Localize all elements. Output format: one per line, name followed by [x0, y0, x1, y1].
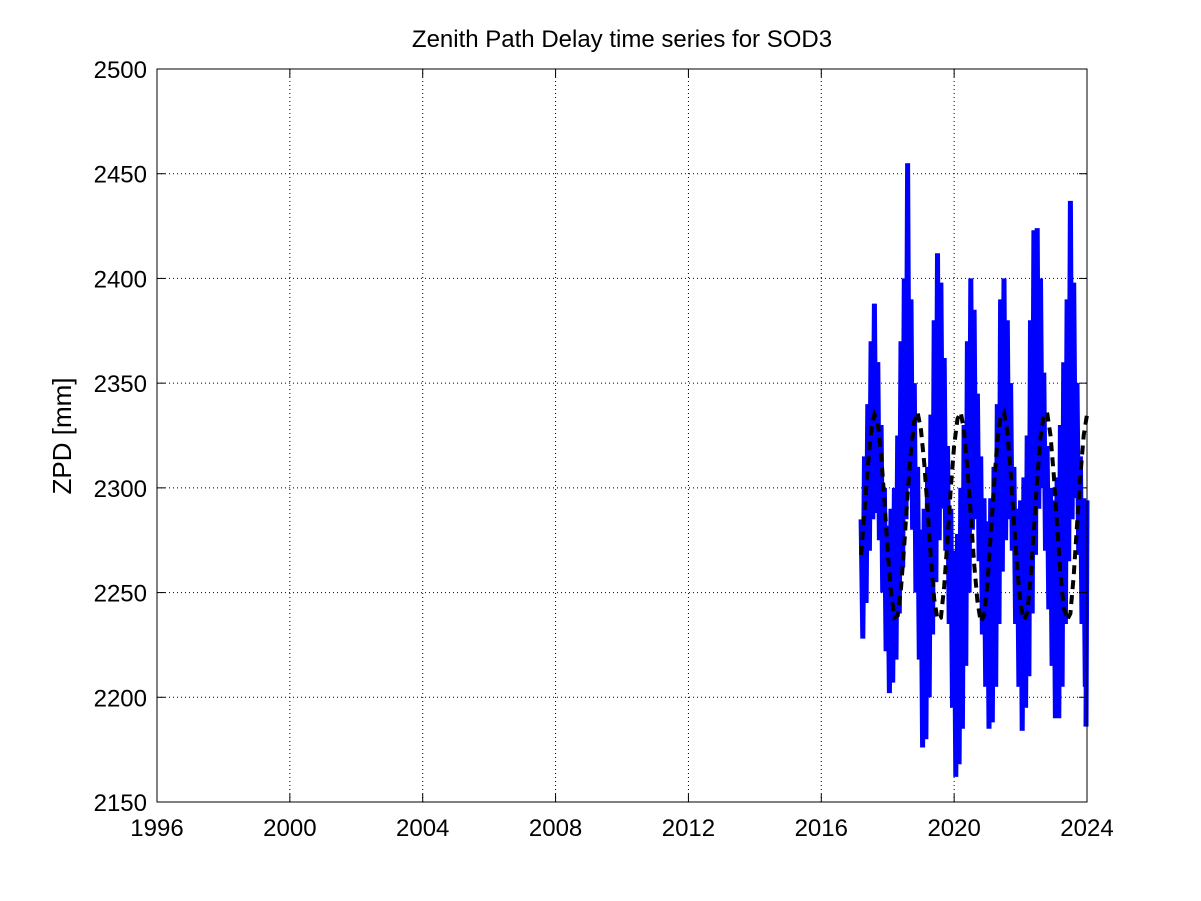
- chart-title: Zenith Path Delay time series for SOD3: [412, 26, 832, 53]
- tick-marks: [156, 68, 1088, 803]
- x-tick-label: 2024: [1060, 815, 1113, 842]
- axes-frame: [156, 68, 1088, 803]
- y-tick-label: 2200: [94, 685, 147, 712]
- y-tick-labels: 2150 2200 2250 2300 2350 2400 2450 2500: [94, 57, 147, 817]
- zpd-fit-series-line: [859, 405, 1089, 629]
- x-tick-label: 2008: [529, 815, 582, 842]
- y-tick-label: 2250: [94, 581, 147, 608]
- data-series: [858, 163, 1090, 777]
- x-tick-label: 2020: [927, 815, 980, 842]
- y-tick-label: 2150: [94, 790, 147, 817]
- x-tick-label: 2016: [795, 815, 848, 842]
- x-tick-label: 2000: [263, 815, 316, 842]
- y-tick-label: 2300: [94, 476, 147, 503]
- plot-area: [157, 69, 1087, 802]
- y-tick-label: 2500: [94, 57, 147, 84]
- y-tick-label: 2450: [94, 162, 147, 189]
- x-tick-label: 2012: [662, 815, 715, 842]
- x-tick-label: 2004: [396, 815, 449, 842]
- zpd-raw-series-line: [858, 163, 1090, 777]
- x-tick-label: 1996: [130, 815, 183, 842]
- grid-lines: [157, 69, 1087, 802]
- y-tick-label: 2400: [94, 266, 147, 293]
- y-tick-label: 2350: [94, 371, 147, 398]
- y-axis-label: ZPD [mm]: [47, 378, 77, 495]
- x-tick-labels: 1996 2000 2004 2008 2012 2016 2020 2024: [130, 815, 1113, 842]
